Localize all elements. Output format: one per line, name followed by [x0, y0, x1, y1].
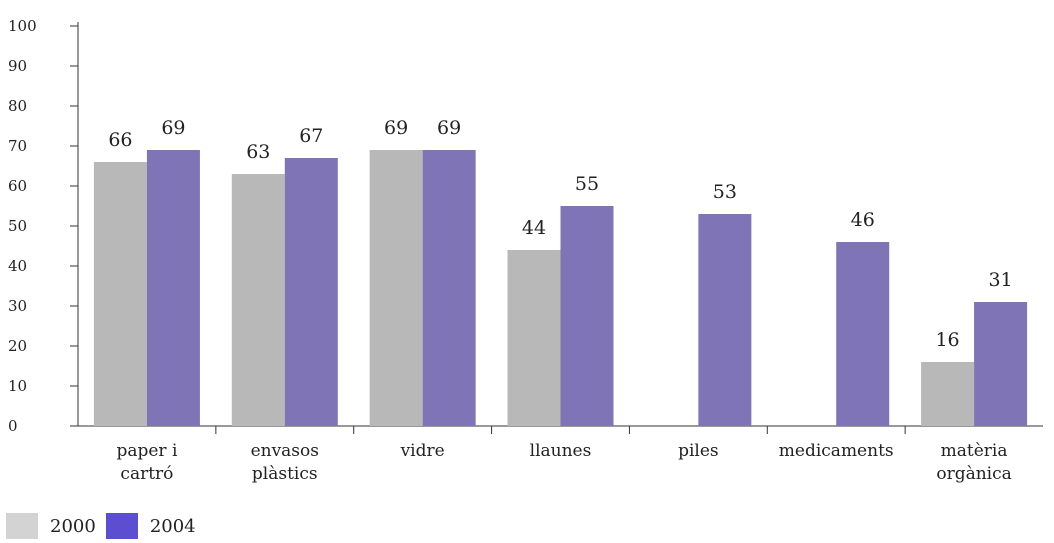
data-label: 66	[108, 129, 132, 151]
y-tick-label: 20	[8, 337, 27, 355]
y-tick-label: 80	[8, 97, 27, 115]
legend-label-2000: 2000	[50, 515, 96, 537]
data-label: 46	[851, 209, 875, 231]
bar-2004	[422, 150, 476, 426]
category-label: piles	[678, 441, 719, 461]
bar-2000	[231, 174, 285, 426]
data-label: 69	[161, 117, 185, 139]
data-label: 63	[246, 141, 270, 163]
bar-2004	[560, 206, 614, 426]
data-label: 67	[299, 125, 323, 147]
y-tick-label: 90	[8, 57, 27, 75]
category-label: medicaments	[779, 441, 894, 461]
bar-2000	[369, 150, 423, 426]
data-label: 69	[437, 117, 461, 139]
legend-swatch-2000	[6, 513, 38, 539]
category-label: paper i cartró	[116, 441, 177, 484]
bar-2000	[507, 250, 561, 426]
data-label: 53	[713, 181, 737, 203]
y-tick-label: 40	[8, 257, 27, 275]
category-label: llaunes	[530, 441, 592, 461]
y-tick-label: 100	[8, 17, 37, 35]
y-tick-label: 30	[8, 297, 27, 315]
data-label: 16	[935, 329, 959, 351]
category-label: envasos plàstics	[251, 441, 319, 484]
y-tick-label: 10	[8, 377, 27, 395]
y-tick-label: 60	[8, 177, 27, 195]
category-label: vidre	[400, 441, 445, 461]
bar-2004	[836, 242, 890, 426]
data-label: 31	[988, 269, 1012, 291]
data-label: 69	[384, 117, 408, 139]
bar-2004	[974, 302, 1028, 426]
bar-chart: 0 10 20 30 40 50 60 70 80 90 100 paper i cartró 66 69 e…	[8, 17, 1043, 484]
legend: 2000 2004	[6, 513, 206, 539]
bar-2004	[698, 214, 752, 426]
y-tick-label: 0	[8, 417, 18, 435]
bar-2000	[93, 162, 147, 426]
bar-2004	[284, 158, 338, 426]
category-label: matèria orgànica	[936, 441, 1011, 484]
bar-2004	[146, 150, 200, 426]
data-label: 55	[575, 173, 599, 195]
y-tick-label: 70	[8, 137, 27, 155]
legend-label-2004: 2004	[149, 515, 196, 537]
legend-swatch-2004	[105, 513, 138, 539]
data-label: 44	[522, 217, 546, 239]
bar-2000	[921, 362, 975, 426]
y-tick-label: 50	[8, 217, 27, 235]
